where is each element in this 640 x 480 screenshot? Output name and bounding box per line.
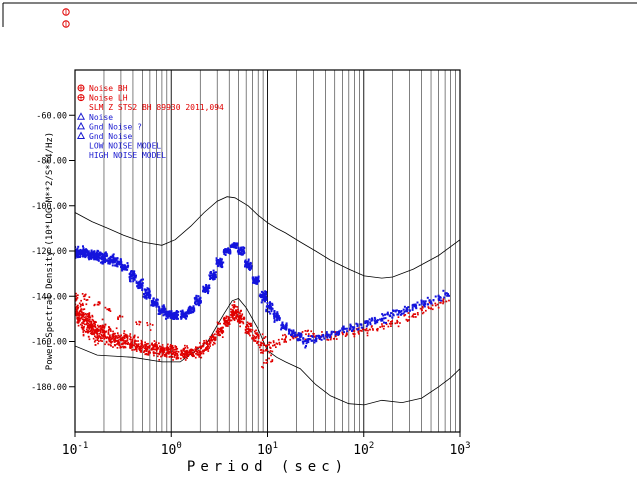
x-tick-label: 100 [161, 441, 182, 458]
scatter-red-noise-bh [75, 292, 450, 369]
legend-item-label: Noise LH [89, 94, 128, 103]
y-tick-label: -60.00 [36, 111, 67, 121]
x-tick-label: 101 [257, 441, 278, 458]
legend-marker-triangle-icon [76, 131, 86, 139]
legend-item-label: HIGH NOISE MODEL [89, 151, 166, 160]
y-tick-label: -140.00 [31, 292, 67, 302]
y-tick-label: -120.00 [31, 247, 67, 257]
legend-item-label: Noise BH [89, 84, 128, 93]
y-tick-label: -80.00 [36, 157, 67, 167]
y-axis: -60.00 -80.00 -100.00 -120.00 -140.00 -160.00… [31, 111, 75, 393]
window-frame [2, 2, 637, 27]
y-tick-label: -100.00 [31, 202, 67, 212]
legend-item-label: Gnd Noise [89, 132, 133, 141]
low-noise-model-line [75, 298, 460, 406]
high-noise-model-line [75, 196, 460, 279]
scatter-blue-noise-lh [75, 242, 450, 349]
y-tick-label: -180.00 [31, 383, 67, 393]
y-tick-label: -160.00 [31, 338, 67, 348]
legend-marker-triangle-icon [76, 121, 86, 130]
legend-item-label: LOW NOISE MODEL [89, 142, 161, 151]
legend-item-label: Gnd Noise ? [89, 122, 142, 131]
log-grid [74, 70, 461, 432]
corner-symbols [62, 8, 70, 28]
x-tick-label: 102 [353, 441, 374, 458]
x-tick-label: 10-1 [62, 441, 89, 458]
legend-item-label: Noise [89, 113, 113, 122]
legend-marker-triangle-icon [76, 112, 86, 120]
legend-item-label: SLM Z STS2 BH 89930 2011,094 [89, 103, 224, 112]
y-axis-title: Power Spectral Density (10*LOG M**2/S**4… [45, 132, 55, 370]
x-axis-title: Period (sec) [187, 459, 348, 475]
x-axis: 10-1 100 101 102 103 [62, 432, 471, 458]
x-tick-label: 103 [449, 441, 470, 458]
